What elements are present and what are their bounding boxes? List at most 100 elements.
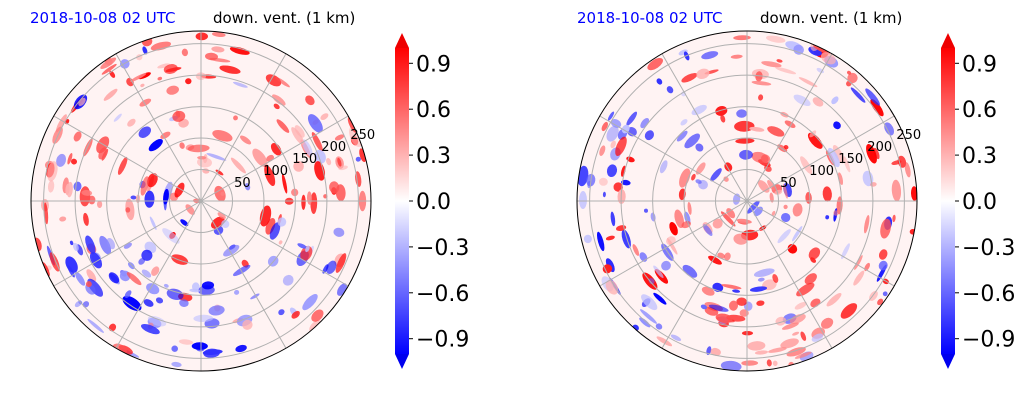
field-blob [793, 94, 811, 107]
field-blob [891, 179, 902, 202]
field-blob [103, 88, 118, 101]
field-blob [240, 135, 252, 145]
field-blob [305, 95, 315, 106]
field-blob [215, 169, 224, 176]
field-blob [605, 235, 615, 241]
field-blob [147, 173, 158, 188]
field-blob [122, 295, 142, 311]
field-blob [208, 305, 225, 316]
radial-tick-label: 200 [867, 140, 892, 155]
colorbar-left-body [395, 48, 409, 354]
field-blob [776, 59, 783, 63]
field-blob [130, 195, 137, 200]
field-blob [632, 244, 640, 256]
colorbar-tick-label: 0.9 [962, 52, 997, 77]
field-blob [766, 35, 786, 43]
field-blob [720, 211, 736, 227]
field-blob [728, 300, 739, 311]
field-blob [180, 219, 189, 227]
field-blob [270, 143, 282, 156]
field-blob [155, 297, 164, 304]
field-blob [708, 304, 729, 312]
field-blob [326, 157, 332, 166]
field-blob [82, 301, 90, 308]
field-blob [601, 121, 609, 132]
field-blob [166, 85, 179, 95]
field-blob [761, 61, 782, 68]
field-blob [789, 313, 806, 324]
field-blob [220, 191, 225, 196]
field-blob [736, 297, 747, 306]
colorbar-left-ticks: 0.9 0.6 0.3 0.0 −0.3 −0.6 −0.9 [409, 52, 469, 353]
field-blob [884, 122, 895, 136]
field-blob [733, 233, 748, 245]
field-blob [212, 130, 233, 142]
colorbar-tick-label: −0.6 [416, 282, 469, 307]
field-blob [234, 289, 240, 295]
field-blob [757, 277, 765, 282]
field-blob [86, 269, 97, 282]
field-blob [833, 210, 839, 216]
field-blob [101, 63, 117, 75]
polar-grid-right [577, 31, 917, 371]
field-blob [661, 260, 671, 271]
field-blob [311, 309, 324, 322]
polar-boundary-right [576, 30, 918, 372]
field-blob [293, 161, 304, 172]
radial-tick-label: 150 [292, 152, 317, 167]
field-blob [655, 323, 663, 330]
field-blob [47, 180, 55, 193]
field-blob [195, 32, 208, 41]
field-blob [626, 111, 638, 126]
field-blob [278, 240, 283, 245]
field-blob [610, 140, 616, 149]
field-blob [157, 63, 170, 69]
field-blob [682, 264, 698, 278]
angular-grid-line [53, 115, 202, 202]
field-blob [130, 73, 147, 82]
field-blob [656, 78, 663, 85]
field-blob [670, 334, 682, 342]
field-blob [724, 252, 731, 261]
field-blob [691, 173, 696, 181]
field-blob [203, 348, 220, 358]
field-blobs-right [577, 35, 917, 371]
field-blob [715, 105, 728, 116]
field-blob [273, 103, 280, 110]
field-blob [606, 125, 619, 142]
field-blob [602, 264, 613, 274]
field-blob [767, 126, 785, 137]
field-blob [865, 88, 880, 106]
field-blob [681, 73, 698, 83]
field-blob [47, 161, 58, 182]
field-blob [669, 222, 678, 236]
field-blob [67, 152, 73, 165]
field-blob [695, 143, 704, 152]
field-blob [89, 252, 103, 269]
field-blob [147, 315, 167, 327]
field-blob [599, 145, 606, 156]
colorbar-right-ticks: 0.9 0.6 0.3 0.0 −0.3 −0.6 −0.9 [955, 52, 1015, 353]
field-blob [639, 317, 651, 328]
field-blob [712, 218, 723, 229]
field-blob [275, 76, 290, 88]
angular-grid-line [115, 200, 202, 349]
field-blob [766, 359, 772, 367]
colorbar-left-extend-max [395, 33, 409, 48]
field-blob [160, 131, 171, 139]
field-blob [821, 317, 834, 329]
field-blob [606, 164, 618, 178]
panel-left-title-date: 2018-10-08 02 UTC [30, 9, 176, 27]
field-blob [739, 309, 749, 317]
field-blob [751, 80, 772, 86]
field-blob [783, 204, 788, 210]
radial-tick-label: 100 [809, 164, 834, 179]
field-blob [197, 155, 207, 160]
field-blob [65, 183, 70, 196]
field-blob [49, 252, 60, 272]
panel-left-title-variable: down. vent. (1 km) [213, 9, 355, 27]
field-blob [710, 347, 721, 356]
colorbar-tick-label: −0.9 [962, 328, 1015, 353]
field-blob [792, 203, 803, 217]
field-blob [749, 126, 765, 132]
